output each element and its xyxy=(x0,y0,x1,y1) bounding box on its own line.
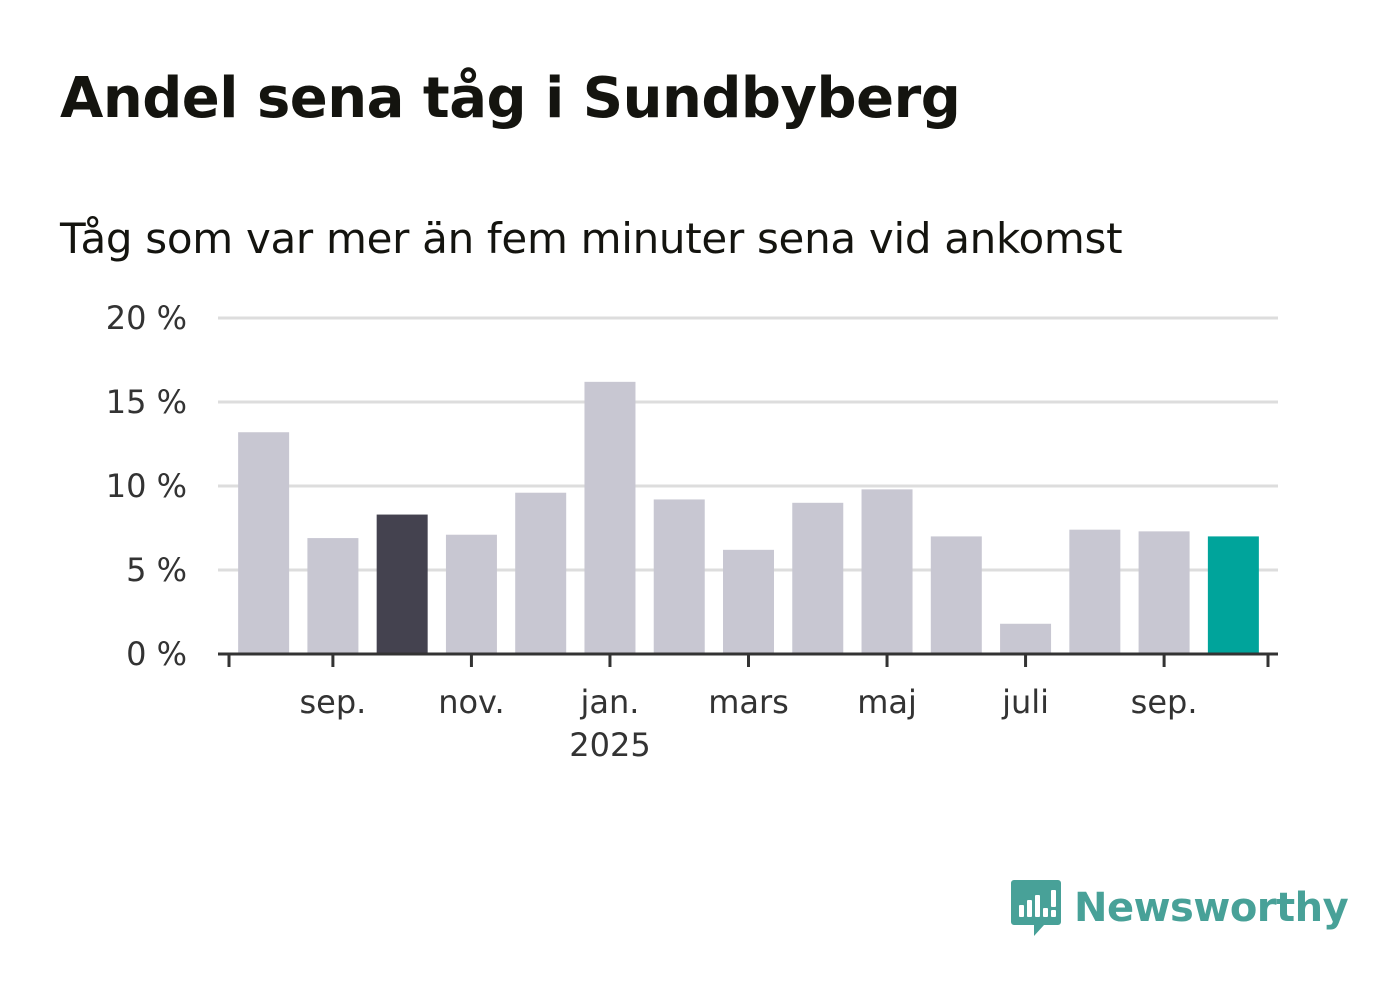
x-tick-label: maj xyxy=(857,683,917,721)
chart-subtitle: Tåg som var mer än fem minuter sena vid … xyxy=(60,214,1123,263)
x-axis xyxy=(218,652,1278,667)
x-tick-label: nov. xyxy=(438,683,504,721)
bar-2024-12 xyxy=(515,492,567,654)
x-axis-labels: sep. nov. jan. 2025 mars maj juli sep. xyxy=(299,683,1197,764)
y-tick-label: 5 % xyxy=(126,551,187,589)
bar-2025-03 xyxy=(723,549,774,654)
y-tick-label: 15 % xyxy=(106,383,187,421)
bar-2025-10 xyxy=(1207,536,1259,654)
y-axis-labels: 0 % 5 % 10 % 15 % 20 % xyxy=(106,299,187,673)
bar-2025-02 xyxy=(653,499,705,654)
x-tick-label: mars xyxy=(708,683,789,721)
newsworthy-logo: Newsworthy xyxy=(1010,878,1349,938)
y-tick-label: 10 % xyxy=(106,467,187,505)
bar-2024-09 xyxy=(307,538,359,654)
x-tick-label: sep. xyxy=(1131,683,1198,721)
newsworthy-logo-icon xyxy=(1011,880,1061,936)
bar-2025-06 xyxy=(930,536,982,654)
y-tick-label: 0 % xyxy=(126,635,187,673)
x-tick-year-label: 2025 xyxy=(569,726,650,764)
y-tick-label: 20 % xyxy=(106,299,187,337)
bar-2024-08 xyxy=(238,432,290,654)
bar-2025-04 xyxy=(792,502,844,654)
bar-2025-09 xyxy=(1138,531,1190,654)
bar-2025-01 xyxy=(584,381,636,654)
bars xyxy=(238,381,1259,654)
bar-2025-07 xyxy=(1000,623,1052,654)
x-tick-label: juli xyxy=(1001,683,1049,721)
brand-name: Newsworthy xyxy=(1074,885,1349,931)
bar-2024-11 xyxy=(445,534,497,654)
chart-title: Andel sena tåg i Sundbyberg xyxy=(60,66,961,131)
bar-2025-08 xyxy=(1069,529,1121,654)
bar-2025-05 xyxy=(861,489,913,654)
x-tick-label: sep. xyxy=(299,683,366,721)
bar-2024-10 xyxy=(376,514,428,654)
x-tick-label: jan. xyxy=(579,683,639,721)
